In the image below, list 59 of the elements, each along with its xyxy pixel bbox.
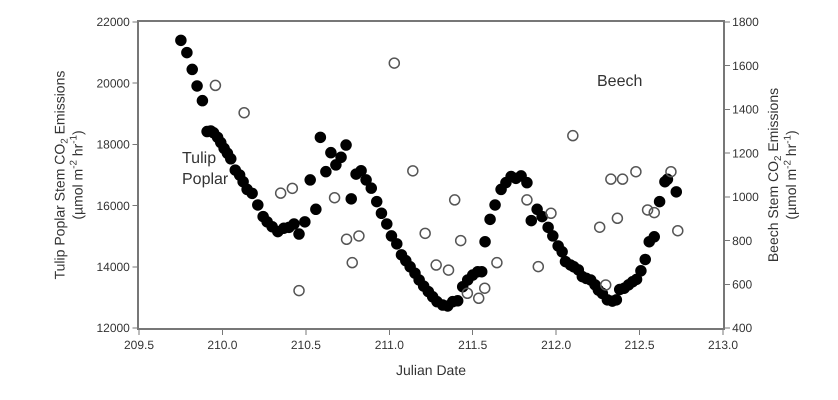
point <box>353 230 365 242</box>
series-label: Tulip Poplar <box>182 150 229 188</box>
y-tick-label: 22000 <box>96 15 130 30</box>
point <box>293 284 305 296</box>
point <box>286 182 298 194</box>
text: Beech <box>597 73 642 90</box>
y2-tick-label: 1400 <box>732 102 760 117</box>
point <box>532 260 544 272</box>
point <box>594 221 606 233</box>
point <box>210 80 222 92</box>
x-tick-label: 211.0 <box>374 338 404 352</box>
point <box>407 165 419 177</box>
point <box>521 194 533 206</box>
y2-tick-label: 1800 <box>732 15 760 30</box>
point <box>448 194 460 206</box>
point <box>430 259 442 271</box>
x-tick-label: 210.0 <box>207 338 238 352</box>
point <box>665 166 677 178</box>
x-axis-title: Julian Date <box>396 362 466 378</box>
y-tick-label: 14000 <box>96 260 130 274</box>
point <box>454 234 466 246</box>
point <box>672 224 684 236</box>
point <box>346 256 358 268</box>
point <box>491 256 503 268</box>
point <box>442 264 454 276</box>
x-tick-label: 209.5 <box>124 338 154 352</box>
point <box>340 234 352 246</box>
x-tick-label: 212.5 <box>624 338 655 352</box>
point <box>630 166 642 178</box>
x-tick-label: 213.0 <box>708 338 738 352</box>
point <box>274 187 286 199</box>
point <box>600 279 612 291</box>
point <box>616 173 628 185</box>
y-tick-label: 20000 <box>96 76 130 90</box>
point <box>328 192 340 204</box>
point <box>462 288 474 299</box>
y-tick-label: 12000 <box>96 321 130 336</box>
point <box>419 228 431 240</box>
point <box>478 282 490 294</box>
point <box>567 130 579 142</box>
y2-tick-label: 600 <box>732 277 752 292</box>
x-tick-label: 211.5 <box>458 338 488 352</box>
point <box>642 204 654 216</box>
x-tick-label: 210.5 <box>290 338 322 352</box>
point <box>648 206 660 218</box>
y-tick-label: 16000 <box>96 198 130 213</box>
point <box>545 208 557 219</box>
y2-tick-label: 800 <box>732 234 752 248</box>
point <box>612 212 624 224</box>
y2-tick-label: 1000 <box>732 190 760 204</box>
y2-tick-label: 1600 <box>732 58 760 73</box>
point <box>238 106 250 118</box>
y2-tick-label: 400 <box>732 321 752 336</box>
y-tick-label: 18000 <box>96 138 130 152</box>
x-tick-label: 212.0 <box>541 338 572 352</box>
point <box>472 292 484 304</box>
y2-tick-label: 1200 <box>732 146 760 160</box>
point <box>605 173 617 185</box>
point <box>388 57 400 69</box>
